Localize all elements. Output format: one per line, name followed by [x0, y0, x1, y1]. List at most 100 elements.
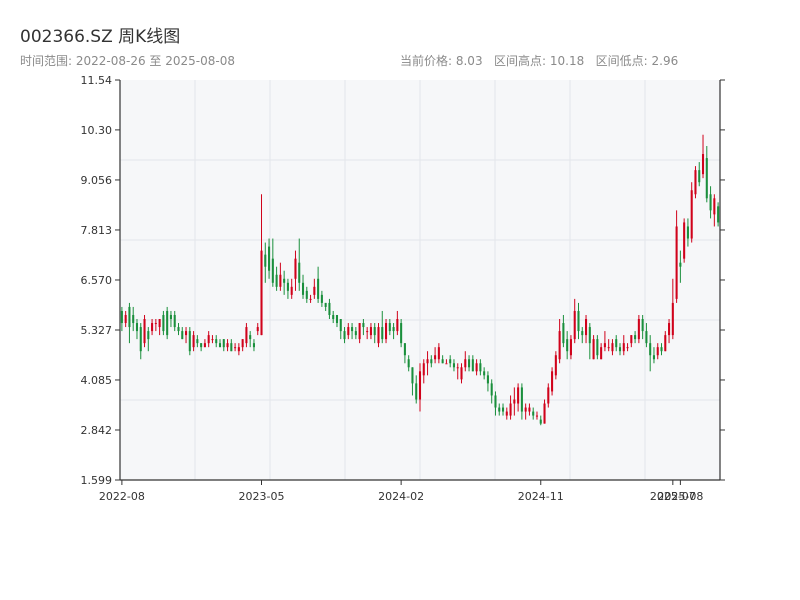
- y-tick-label: 2.842: [81, 424, 113, 437]
- candle-body: [456, 367, 459, 369]
- y-tick-label: 7.813: [81, 224, 113, 237]
- candle-body: [717, 206, 720, 223]
- candle-body: [128, 306, 131, 328]
- candle-body: [317, 278, 320, 299]
- candle-body: [543, 403, 546, 424]
- candle-body: [486, 375, 489, 384]
- candle-body: [600, 347, 603, 360]
- candle-body: [286, 282, 289, 291]
- candle-body: [566, 339, 569, 352]
- candle-body: [139, 327, 142, 352]
- candle-body: [381, 327, 384, 340]
- candle-body: [275, 274, 278, 287]
- candle-body: [328, 302, 331, 315]
- candle-body: [513, 399, 516, 404]
- candle-body: [166, 310, 169, 336]
- x-tick-label: 2025-08: [657, 490, 703, 503]
- candle-body: [637, 319, 640, 340]
- candle-body: [634, 335, 637, 340]
- y-tick-label: 1.599: [81, 474, 113, 487]
- candle-body: [396, 319, 399, 332]
- candle-body: [690, 190, 693, 239]
- y-tick-label: 10.30: [81, 124, 113, 137]
- candle-body: [694, 170, 697, 195]
- y-tick-label: 11.54: [81, 74, 113, 87]
- candle-body: [615, 339, 618, 348]
- chart-title: 002366.SZ 周K线图: [20, 27, 181, 47]
- candle-body: [656, 347, 659, 356]
- candle-body: [709, 194, 712, 211]
- candle-body: [226, 343, 229, 348]
- candle-body: [464, 359, 467, 368]
- candle-body: [422, 363, 425, 376]
- candle-body: [218, 343, 222, 348]
- candle-body: [366, 331, 369, 333]
- candle-body: [124, 314, 127, 324]
- candle-body: [241, 339, 244, 348]
- candle-body: [445, 363, 448, 365]
- candle-body: [237, 347, 240, 352]
- candle-body: [268, 246, 271, 271]
- candle-body: [603, 343, 606, 348]
- candle-body: [585, 319, 588, 336]
- candle-body: [468, 359, 471, 368]
- candle-body: [498, 407, 501, 412]
- candle-body: [596, 339, 599, 356]
- candle-body: [407, 359, 410, 368]
- candle-body: [335, 314, 339, 324]
- candle-body: [377, 327, 380, 344]
- candle-body: [532, 411, 535, 416]
- candle-body: [392, 327, 395, 332]
- candle-body: [686, 226, 689, 239]
- candle-body: [245, 327, 248, 344]
- candle-body: [313, 286, 316, 295]
- grid-lines: [120, 80, 720, 480]
- candle-body: [135, 323, 139, 332]
- candle-body: [320, 294, 323, 303]
- candle-body: [418, 371, 422, 400]
- candle-body: [147, 331, 150, 340]
- candle-body: [351, 327, 354, 332]
- candle-body: [339, 319, 342, 332]
- candle-body: [177, 327, 180, 332]
- candle-body: [483, 371, 486, 376]
- x-tick-label: 2025-07: [650, 490, 696, 503]
- candle-body: [509, 403, 512, 416]
- y-tick-label: 6.570: [81, 274, 113, 287]
- candle-body: [490, 383, 493, 396]
- candle-body: [573, 310, 576, 340]
- candle-body: [222, 339, 225, 348]
- candle-body: [385, 323, 388, 340]
- candle-body: [660, 347, 663, 352]
- y-tick-label: 9.056: [81, 174, 113, 187]
- candle-body: [475, 363, 478, 372]
- candle-body: [369, 327, 372, 336]
- candle-body: [679, 262, 682, 267]
- candle-body: [132, 314, 135, 324]
- candle-body: [547, 387, 550, 404]
- candle-body: [569, 339, 572, 356]
- candle-body: [411, 367, 414, 384]
- candle-body: [162, 314, 165, 332]
- candle-body: [256, 327, 259, 332]
- candle-body: [437, 347, 440, 360]
- candle-body: [471, 359, 474, 372]
- candle-body: [196, 339, 199, 344]
- candle-body: [234, 347, 237, 349]
- candle-body: [649, 343, 652, 356]
- candle-body: [173, 314, 176, 328]
- candle-body: [309, 298, 312, 300]
- candle-body: [181, 331, 184, 340]
- candle-body: [698, 170, 701, 183]
- candle-body: [188, 331, 191, 352]
- candle-body: [641, 319, 644, 332]
- candle-body: [535, 415, 539, 417]
- candle-body: [705, 158, 708, 199]
- candle-body: [271, 258, 274, 283]
- candle-body: [630, 335, 633, 344]
- y-tick-label: 4.085: [81, 374, 113, 387]
- candle-body: [479, 363, 482, 372]
- candle-body: [426, 359, 429, 364]
- candle-body: [305, 290, 308, 299]
- y-tick-label: 5.327: [81, 324, 113, 337]
